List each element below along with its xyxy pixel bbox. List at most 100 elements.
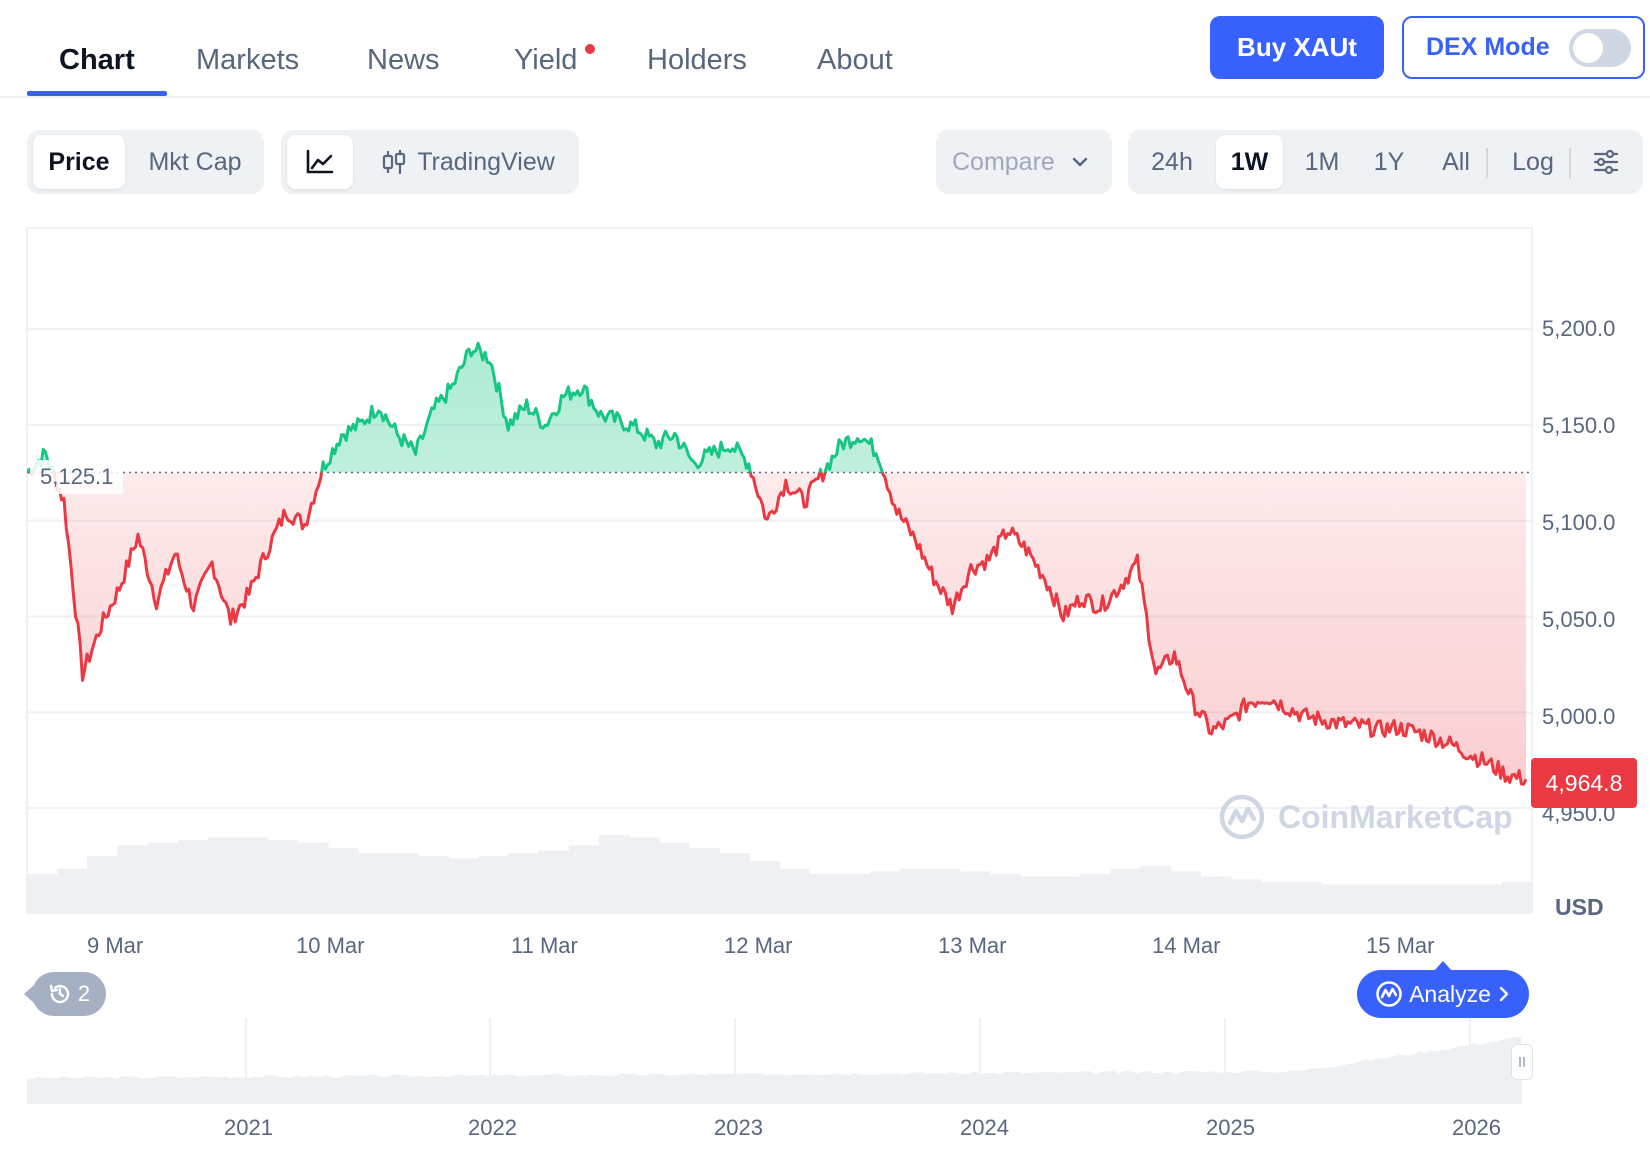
overview-history — [27, 1036, 1522, 1104]
x-tick-9-mar: 9 Mar — [87, 933, 144, 958]
tab-yield[interactable]: Yield — [514, 44, 578, 76]
market-cap-button[interactable]: Mkt Cap — [148, 147, 242, 176]
chevron-right-icon — [1499, 986, 1509, 1002]
tab-about[interactable]: About — [817, 44, 893, 76]
overview-year-2026: 2026 — [1452, 1115, 1501, 1140]
history-pointer — [24, 985, 34, 1003]
y-tick-5000: 5,000.0 — [1542, 704, 1616, 729]
toggle-switch[interactable] — [1569, 29, 1631, 67]
overview-year-2022: 2022 — [468, 1115, 517, 1140]
line-chart-button[interactable] — [287, 135, 353, 189]
volume-bar — [388, 853, 419, 913]
volume-bar — [147, 842, 178, 913]
volume-bar — [1291, 881, 1322, 913]
volume-bar — [1110, 868, 1142, 913]
y-tick-5150: 5,150.0 — [1542, 413, 1616, 438]
range-1m[interactable]: 1M — [1304, 147, 1340, 176]
volume-bar — [779, 868, 811, 913]
range-divider — [1486, 148, 1488, 178]
currency-unit: USD — [1555, 894, 1604, 920]
volume-bar — [659, 842, 690, 913]
range-1y[interactable]: 1Y — [1373, 147, 1405, 176]
chart-settings-button[interactable] — [1576, 135, 1636, 189]
volume-bar — [27, 874, 58, 913]
x-tick-15-mar: 15 Mar — [1366, 933, 1435, 958]
volume-bar — [899, 868, 931, 913]
x-tick-13-mar: 13 Mar — [938, 933, 1007, 958]
volume-bar — [749, 861, 780, 913]
analyze-button[interactable]: Analyze — [1357, 970, 1529, 1018]
history-icon — [49, 984, 70, 1004]
y-tick-5100: 5,100.0 — [1542, 510, 1616, 535]
chart-type-switch: TradingView — [281, 130, 579, 194]
range-all[interactable]: All — [1442, 147, 1470, 176]
volume-bar — [87, 855, 118, 913]
metric-switch: Price Mkt Cap — [27, 130, 264, 194]
area-below-baseline — [27, 472, 1526, 785]
tab-markets[interactable]: Markets — [196, 44, 300, 76]
volume-bar — [478, 855, 510, 913]
volume-bar — [358, 853, 389, 913]
log-scale-button[interactable]: Log — [1512, 147, 1554, 176]
volume-bar — [538, 850, 570, 913]
volume-bars — [27, 835, 1533, 913]
time-range-switch: 24h 1W 1M 1Y All Log — [1128, 130, 1643, 194]
compare-label: Compare — [952, 147, 1055, 176]
watermark-text: CoinMarketCap — [1278, 798, 1513, 835]
watermark: CoinMarketCap — [1218, 793, 1513, 841]
volume-bar — [990, 874, 1021, 913]
range-24h[interactable]: 24h — [1151, 147, 1193, 176]
x-tick-14-mar: 14 Mar — [1152, 933, 1221, 958]
top-nav: Chart Markets News Yield Holders About B… — [0, 0, 1650, 98]
tradingview-label: TradingView — [417, 147, 555, 176]
history-button[interactable]: 2 — [32, 972, 106, 1016]
volume-bar — [598, 835, 630, 913]
volume-bar — [629, 837, 660, 913]
current-price-badge: 4,964.8 — [1531, 758, 1637, 808]
line-chart-icon — [306, 149, 334, 174]
analyze-label: Analyze — [1409, 980, 1491, 1007]
volume-bar — [207, 837, 239, 913]
volume-bar — [297, 842, 329, 913]
volume-bar — [177, 840, 209, 913]
volume-bar — [809, 874, 841, 913]
volume-bar — [568, 845, 600, 913]
volume-bar — [1441, 884, 1473, 913]
compare-dropdown[interactable]: Compare — [936, 130, 1112, 194]
volume-bar — [448, 858, 479, 913]
volume-bar — [1020, 876, 1051, 913]
volume-bar — [839, 874, 871, 913]
buy-button[interactable]: Buy XAUt — [1210, 16, 1384, 79]
overview-year-2025: 2025 — [1206, 1115, 1255, 1140]
price-button[interactable]: Price — [33, 135, 125, 189]
volume-bar — [1170, 871, 1202, 913]
volume-bar — [960, 871, 991, 913]
volume-bar — [267, 840, 299, 913]
overview-year-2021: 2021 — [224, 1115, 273, 1140]
tab-chart[interactable]: Chart — [59, 44, 135, 76]
dex-mode-label: DEX Mode — [1426, 33, 1550, 61]
overview-year-2024: 2024 — [960, 1115, 1009, 1140]
x-tick-10-mar: 10 Mar — [296, 933, 365, 958]
volume-bar — [689, 848, 720, 913]
volume-bar — [1140, 866, 1172, 913]
volume-bar — [1471, 884, 1503, 913]
volume-bar — [1080, 874, 1112, 913]
volume-bar — [869, 871, 901, 913]
range-1w[interactable]: 1W — [1216, 135, 1283, 189]
volume-bar — [508, 853, 540, 913]
log-divider — [1569, 148, 1571, 178]
volume-bar — [1050, 876, 1081, 913]
tab-news[interactable]: News — [367, 44, 440, 76]
dex-mode-toggle[interactable]: DEX Mode — [1402, 16, 1645, 79]
range-handle[interactable] — [1511, 1044, 1533, 1080]
volume-bar — [328, 848, 359, 913]
price-line-down — [27, 472, 1528, 786]
volume-bar — [1231, 879, 1262, 913]
yield-notification-dot — [585, 44, 595, 54]
volume-bar — [237, 837, 269, 913]
tradingview-button[interactable]: TradingView — [373, 135, 563, 189]
coinmarketcap-logo-icon — [1219, 794, 1265, 840]
tab-holders[interactable]: Holders — [647, 44, 747, 76]
